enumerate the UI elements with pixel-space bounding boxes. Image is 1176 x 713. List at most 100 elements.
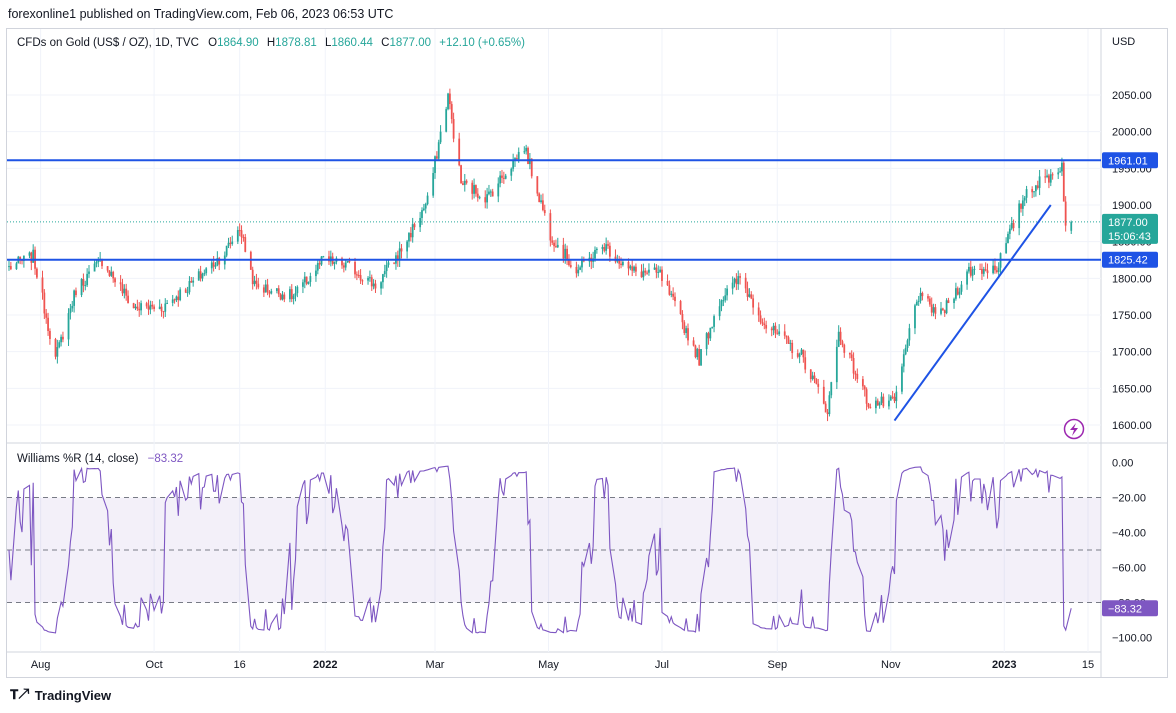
candle-body (58, 342, 61, 348)
wr-band (7, 497, 1101, 603)
support-tag-box (1102, 251, 1158, 268)
candle-body (927, 296, 929, 299)
candle-body (9, 266, 12, 270)
candle-body (97, 259, 100, 263)
candle-body (510, 168, 513, 176)
candle-body (1049, 174, 1052, 183)
candle-body (809, 369, 812, 380)
candle-body (796, 353, 799, 357)
candle-body (603, 247, 606, 251)
candle-body (915, 301, 918, 306)
candle-body (370, 277, 373, 287)
candle-body (1061, 162, 1063, 172)
candle-body (303, 276, 306, 283)
candle-body (1062, 162, 1065, 202)
wr-tick-label: −20.00 (1112, 493, 1146, 505)
legend-open-label: O (208, 37, 217, 49)
candle-body (19, 256, 22, 260)
candle-series[interactable] (8, 88, 1073, 422)
candle-body (711, 326, 714, 328)
candle-body (1025, 189, 1028, 198)
candle-body (515, 158, 518, 160)
candle-body (763, 323, 766, 326)
legend-symbol: CFDs on Gold (US$ / OZ), 1D, TVC (17, 37, 199, 49)
candle-body (776, 333, 779, 335)
candle-body (958, 291, 961, 295)
candle-body (244, 237, 247, 252)
candle-body (1038, 176, 1041, 188)
candle-body (986, 270, 989, 274)
candle-body (575, 266, 578, 274)
candle-body (646, 272, 648, 274)
candle-body (71, 305, 74, 309)
candle-body (56, 347, 59, 357)
lightning-icon[interactable] (1063, 418, 1085, 440)
time-tick-label: Oct (146, 659, 163, 671)
candle-body (876, 400, 879, 406)
candle-body (579, 267, 582, 270)
candle-body (30, 252, 33, 263)
candle-body (553, 242, 555, 247)
candle-body (409, 233, 412, 238)
candle-body (666, 280, 669, 286)
candle-body (633, 266, 635, 271)
footer-brand[interactable]: 𝐓↗ TradingView (10, 687, 111, 703)
wr-series-line (8, 465, 1072, 634)
level-lines[interactable] (7, 159, 1101, 422)
candle-body (1044, 176, 1047, 178)
candle-body (960, 284, 963, 292)
candle-body (315, 270, 317, 277)
candle-body (724, 295, 727, 301)
candle-body (800, 349, 803, 355)
published-caption: forexonline1 published on TradingView.co… (8, 7, 394, 21)
candle-body (484, 197, 487, 203)
time-axis[interactable]: Aug Oct 16 2022 Mar May Jul Sep Nov 2023 15 (31, 659, 1094, 671)
currency-label: USD (1112, 36, 1135, 48)
candle-body (971, 269, 974, 276)
candle-body (772, 325, 775, 331)
candle-body (542, 200, 544, 211)
candle-body (101, 258, 103, 267)
candle-body (489, 191, 492, 193)
chart-frame (6, 28, 1168, 678)
candle-body (266, 284, 269, 293)
candle-body (973, 268, 976, 270)
candle-body (778, 331, 781, 335)
candle-body (731, 282, 734, 289)
candle-body (984, 269, 987, 271)
candle-body (251, 269, 254, 285)
candle-body (342, 265, 345, 268)
candle-body (426, 195, 429, 205)
candle-body (140, 303, 142, 311)
candle-body (997, 267, 1000, 273)
resistance-tag-box (1102, 152, 1158, 169)
candle-body (419, 217, 422, 228)
candle-body (759, 315, 762, 323)
candle-body (192, 280, 195, 283)
candle-body (556, 244, 559, 248)
candle-body (112, 271, 115, 279)
candle-body (631, 266, 634, 271)
candle-body (264, 284, 267, 293)
candle-body (387, 262, 390, 265)
candle-body (231, 241, 234, 244)
last-price-tag-box (1102, 213, 1158, 244)
candle-body (1064, 201, 1067, 226)
candle-body (69, 308, 72, 314)
candle-body (902, 354, 905, 367)
candle-body (709, 327, 712, 339)
candle-body (275, 288, 278, 291)
candle-body (396, 255, 399, 261)
candle-body (108, 270, 111, 276)
candle-body (517, 151, 520, 160)
candle-body (737, 276, 740, 285)
candle-body (160, 306, 163, 312)
williams-r-line[interactable] (8, 465, 1072, 634)
candle-body (476, 193, 479, 198)
wr-axis[interactable]: 0.00−20.00−40.00−60.00−80.00−100.00 (1112, 458, 1152, 645)
candle-body (668, 285, 671, 295)
candle-body (448, 93, 451, 105)
last-price-tag: 1877.00 15:06:43 (1102, 213, 1158, 244)
candle-body (594, 250, 596, 259)
